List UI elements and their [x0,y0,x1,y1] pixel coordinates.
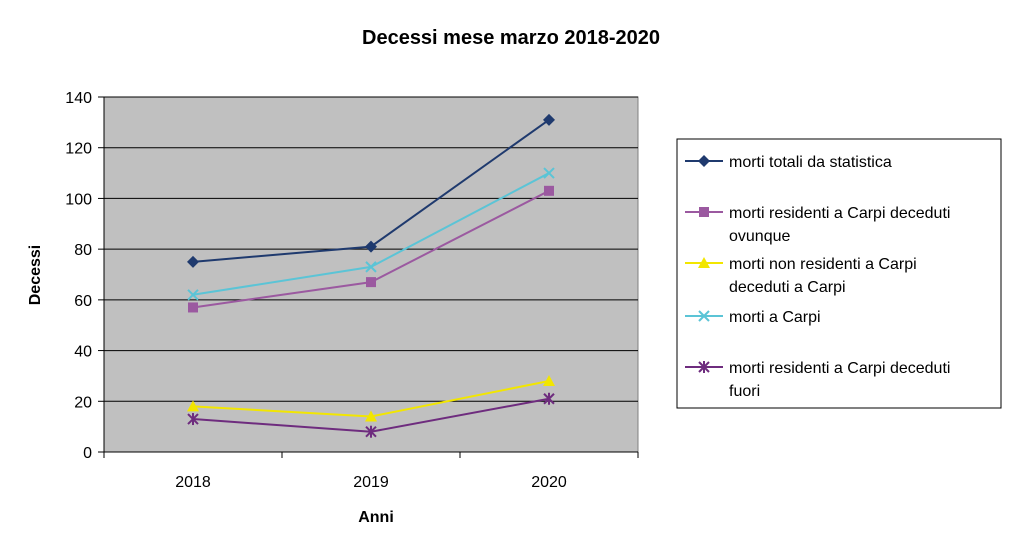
legend-item: morti non residenti a Carpi deceduti a Ca… [685,256,917,296]
x-axis-title: Anni [358,509,394,526]
legend-label: fuori [729,383,760,400]
plot-area: 0 20 40 60 80 100 120 140 2018 2019 2020 [65,90,639,491]
y-tick-label: 40 [74,344,92,361]
series-3 [187,375,555,422]
data-point [365,425,377,438]
legend-marker [698,310,710,322]
data-point [187,413,199,426]
marker-stroke [543,167,555,179]
data-point [543,167,555,179]
legend-item: morti a Carpi [685,309,821,326]
series-4 [187,167,555,301]
y-tick-label: 0 [83,445,92,462]
legend-item: morti totali da statistica [685,154,892,171]
x-tick-label: 2020 [531,474,567,491]
legend-label: morti a Carpi [729,309,821,326]
y-tick-label: 140 [65,90,92,107]
legend: morti totali da statistica morti resident… [676,138,1002,409]
legend-label: deceduti a Carpi [729,279,846,296]
data-point [543,375,555,386]
legend-marker [698,361,710,373]
y-tick-label: 60 [74,293,92,310]
series-2 [188,185,554,313]
legend-item: morti residenti a Carpi deceduti ovunque [685,205,950,245]
data-point [187,289,199,301]
y-tick-label: 120 [65,141,92,158]
data-point [365,240,377,253]
legend-marker [698,155,710,167]
y-tick-label: 20 [74,394,92,411]
x-tick-label: 2019 [353,474,389,491]
data-point [365,261,377,273]
legend-item: morti residenti a Carpi deceduti fuori [685,360,950,400]
marker-stroke [698,310,710,322]
y-tick-label: 80 [74,242,92,259]
legend-box [676,138,1002,409]
chart-title: Decessi mese marzo 2018-2020 [362,27,660,49]
plot-background [103,96,639,453]
legend-marker [698,257,710,268]
series-1 [187,113,555,268]
legend-label: morti totali da statistica [729,154,892,171]
legend-marker [699,207,709,217]
legend-label: morti residenti a Carpi deceduti [729,205,950,222]
marker-stroke [365,261,377,273]
legend-label: morti residenti a Carpi deceduti [729,360,950,377]
data-point [188,302,198,313]
data-point [187,400,199,412]
data-point [365,410,377,422]
data-point [543,113,555,126]
data-point [543,392,555,405]
data-point [366,277,376,288]
y-tick-label: 100 [65,191,92,208]
legend-label: morti non residenti a Carpi [729,256,917,273]
x-tick-label: 2018 [175,474,211,491]
legend-label: ovunque [729,228,790,245]
data-point [187,255,199,268]
series-5 [187,392,555,438]
y-axis-title: Decessi [27,245,44,306]
data-point [544,185,554,196]
marker-stroke [187,289,199,301]
